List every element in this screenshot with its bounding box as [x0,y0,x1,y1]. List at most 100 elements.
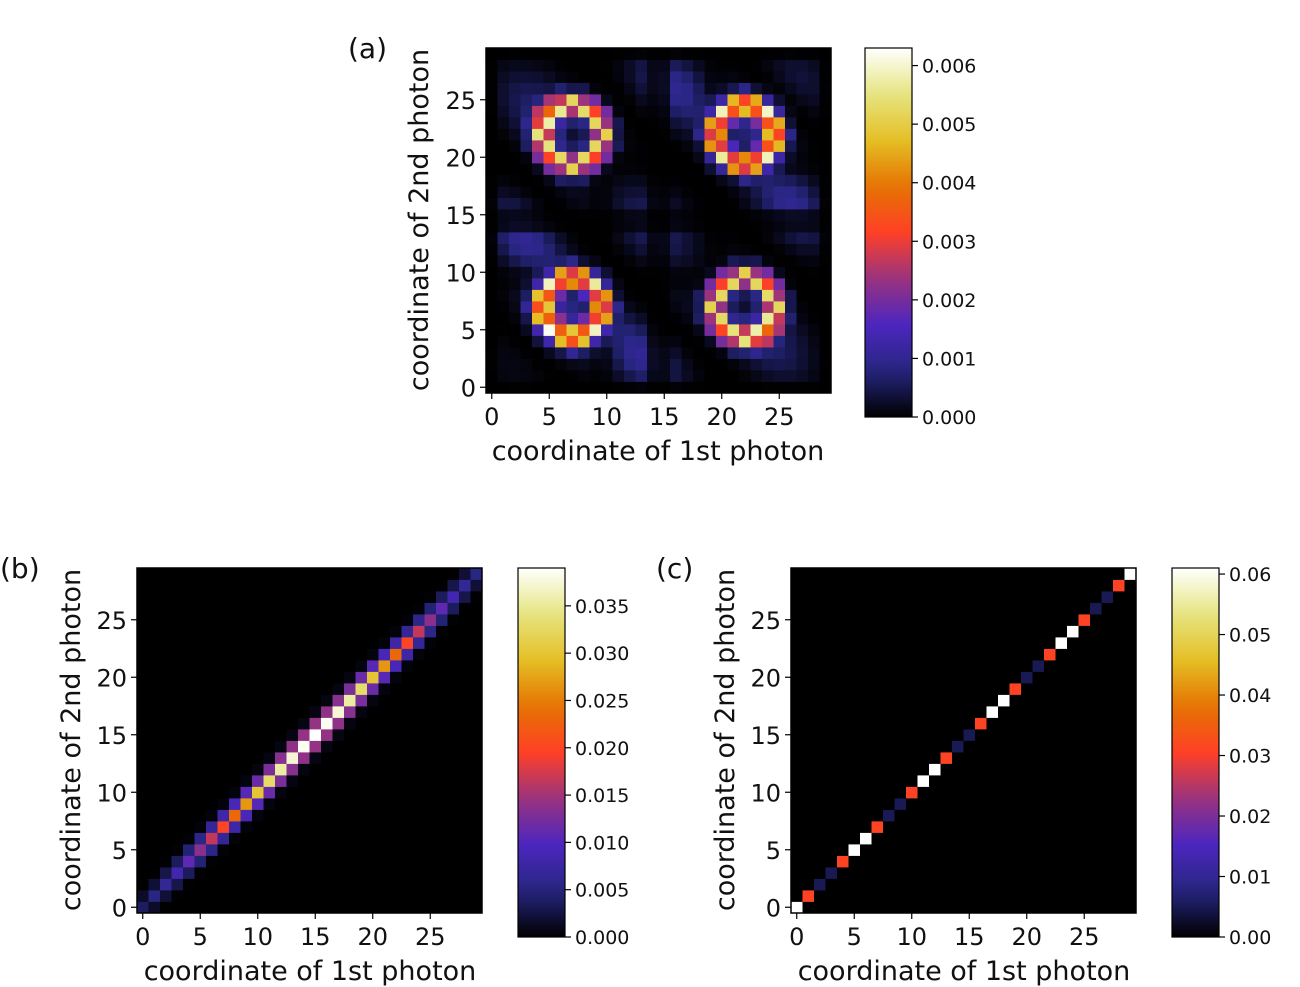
heatmap-cell [975,740,987,753]
heatmap-cell [963,798,976,810]
heatmap-cell [773,312,786,325]
heatmap-cell [447,602,460,615]
heatmap-cell [240,706,253,718]
x-tick-label: 15 [300,923,331,951]
heatmap-cell [814,890,826,902]
heatmap-cell [1090,671,1102,684]
heatmap-cell [785,347,797,359]
heatmap-cell [1055,763,1068,776]
heatmap-cell [520,59,533,72]
heatmap-cell [1113,775,1125,787]
heatmap-cell [802,694,815,707]
heatmap-cell [883,878,895,891]
heatmap-cell [762,151,774,164]
heatmap-cell [871,717,884,730]
heatmap-cell [240,694,253,707]
heatmap-cell [424,763,437,776]
heatmap-cell [424,614,437,626]
heatmap-cell [160,867,172,879]
x-axis-label: coordinate of 1st photon [144,956,477,987]
heatmap-cell [459,752,471,764]
heatmap-cell [1009,890,1022,902]
heatmap-cell [217,579,230,592]
heatmap-cell [796,174,809,187]
heatmap-cell [321,648,333,661]
heatmap-cell [670,151,682,164]
heatmap-cell [355,614,368,626]
heatmap-cell [543,82,556,95]
heatmap-cell [975,821,987,833]
heatmap-cell [963,855,976,868]
heatmap-cell [894,660,907,672]
heatmap-cell [681,255,694,267]
heatmap-cell [401,878,414,891]
heatmap-cell [791,637,803,649]
heatmap-cell [1078,855,1091,868]
heatmap-cell [837,890,849,902]
heatmap-cell [1090,844,1102,856]
heatmap-cell [1055,591,1068,603]
heatmap-cell [470,637,483,649]
heatmap-cell [612,255,625,267]
heatmap-cell [670,278,682,290]
heatmap-cell [917,890,930,902]
heatmap-cell [229,637,241,649]
heatmap-cell [917,844,930,856]
heatmap-cell [470,591,483,603]
heatmap-cell [1067,844,1079,856]
heatmap-cell [1009,763,1022,776]
heatmap-cell [263,878,276,891]
heatmap-cell [1124,855,1137,868]
heatmap-cell [217,752,230,764]
heatmap-cell [612,289,625,302]
heatmap-cell [796,128,809,141]
heatmap-cell [1067,832,1079,845]
heatmap-cell [952,671,964,684]
heatmap-cell [773,324,786,336]
heatmap-cell [344,890,356,902]
heatmap-cell [1078,579,1091,592]
heatmap-cell [240,844,253,856]
heatmap-cell [975,855,987,868]
heatmap-cell [693,151,705,164]
heatmap-cell [635,312,648,325]
heatmap-cell [975,832,987,845]
heatmap-cell [624,128,636,141]
heatmap-cell [808,312,820,325]
heatmap-cell [543,324,556,336]
heatmap-cell [1078,568,1091,580]
heatmap-cell [390,855,402,868]
heatmap-cell [240,729,253,741]
heatmap-cell [520,255,533,267]
heatmap-cell [137,602,149,615]
heatmap-cell [555,105,567,118]
heatmap-cell [1021,890,1033,902]
heatmap-cell [486,117,498,129]
heatmap-cell [1009,878,1022,891]
heatmap-cell [952,579,964,592]
heatmap-cell [837,763,849,776]
heatmap-cell [252,821,264,833]
heatmap-cell [378,568,391,580]
heatmap-cell [137,786,149,799]
heatmap-cell [1067,568,1079,580]
heatmap-cell [229,832,241,845]
heatmap-cell [791,775,803,787]
heatmap-cell [1090,568,1102,580]
heatmap-cell [1067,901,1079,914]
heatmap-cell [819,209,832,221]
heatmap-cell [819,151,832,164]
heatmap-cell [814,637,826,649]
heatmap-cell [298,683,310,695]
heatmap-cell [716,301,728,313]
heatmap-cell [952,878,964,891]
heatmap-cell [1124,844,1137,856]
heatmap-cell [1009,602,1022,615]
heatmap-cell [298,568,310,580]
heatmap-cell [509,140,521,152]
heatmap-cell [1044,683,1056,695]
heatmap-cell [298,890,310,902]
heatmap-cell [681,94,694,106]
heatmap-cell [459,890,471,902]
heatmap-cell [1078,763,1091,776]
